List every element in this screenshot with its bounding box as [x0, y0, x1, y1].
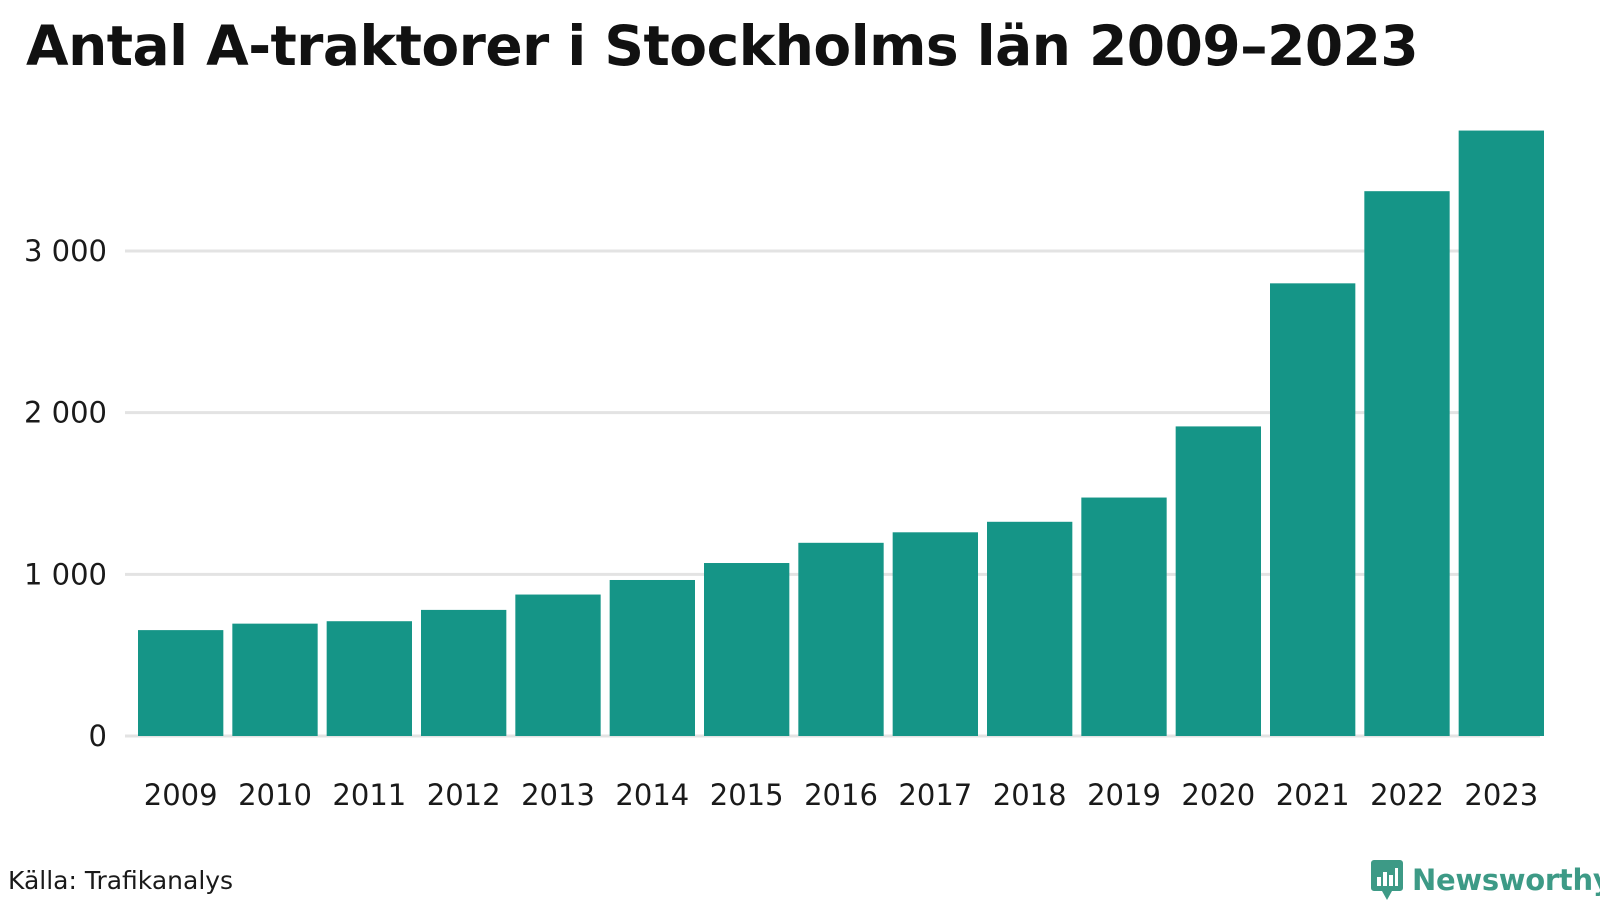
bar-2018	[987, 521, 1073, 736]
x-tick-label: 2014	[615, 778, 689, 812]
brand-name: Newsworthy	[1412, 863, 1600, 897]
x-tick-label: 2017	[898, 778, 972, 812]
x-tick-label: 2020	[1181, 778, 1255, 812]
bar-2015	[704, 563, 790, 736]
source-note: Källa: Trafikanalys	[8, 866, 234, 895]
bar-2012	[421, 609, 507, 736]
x-tick-label: 2013	[521, 778, 595, 812]
x-tick-label: 2009	[144, 778, 218, 812]
x-tick-label: 2010	[238, 778, 312, 812]
bar-2010	[232, 623, 318, 736]
bar-2022	[1364, 191, 1450, 736]
bars	[138, 130, 1544, 736]
bar-2009	[138, 630, 224, 736]
bar-2014	[609, 579, 695, 736]
x-tick-label: 2018	[993, 778, 1067, 812]
brand-logo: Newsworthy	[1370, 858, 1600, 902]
bar-2013	[515, 594, 601, 736]
bar-2011	[326, 621, 412, 736]
x-tick-label: 2022	[1370, 778, 1444, 812]
y-tick-label: 1 000	[24, 557, 107, 591]
x-tick-label: 2012	[427, 778, 501, 812]
y-tick-label: 0	[89, 719, 107, 753]
x-tick-label: 2021	[1276, 778, 1350, 812]
y-tick-label: 3 000	[24, 234, 107, 268]
x-tick-label: 2019	[1087, 778, 1161, 812]
x-tick-label: 2015	[710, 778, 784, 812]
x-axis-ticks: 2009 2010 2011 2012 2013 2014 2015 2016 2017 2018…	[144, 778, 1538, 812]
bar-2017	[892, 532, 978, 736]
y-axis-ticks: 0 1 000 2 000 3 000	[24, 234, 107, 753]
bar-2023	[1458, 130, 1544, 736]
x-tick-label: 2011	[332, 778, 406, 812]
bar-2019	[1081, 497, 1167, 736]
chart-title: Antal A-traktorer i Stockholms län 2009–…	[26, 14, 1419, 78]
x-tick-label: 2023	[1464, 778, 1538, 812]
bar-2020	[1175, 426, 1261, 736]
bar-2021	[1270, 283, 1356, 736]
newsworthy-logo-icon	[1371, 860, 1403, 900]
y-tick-label: 2 000	[24, 396, 107, 430]
bar-2016	[798, 542, 884, 736]
x-tick-label: 2016	[804, 778, 878, 812]
